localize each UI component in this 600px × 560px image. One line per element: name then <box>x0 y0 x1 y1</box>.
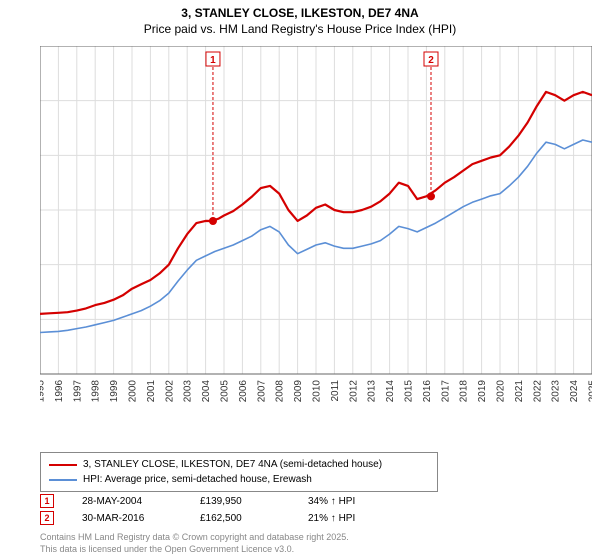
sale-row: 2 30-MAR-2016 £162,500 21% ↑ HPI <box>40 511 560 525</box>
svg-text:2023: 2023 <box>551 380 562 403</box>
svg-text:1999: 1999 <box>109 380 120 403</box>
svg-text:2006: 2006 <box>238 380 249 403</box>
title-line2: Price paid vs. HM Land Registry's House … <box>0 22 600 38</box>
legend-box: 3, STANLEY CLOSE, ILKESTON, DE7 4NA (sem… <box>40 452 438 492</box>
legend-label: 3, STANLEY CLOSE, ILKESTON, DE7 4NA (sem… <box>83 457 382 472</box>
sale-hpi: 34% ↑ HPI <box>308 496 355 507</box>
svg-text:1: 1 <box>210 55 216 66</box>
svg-text:2021: 2021 <box>514 380 525 403</box>
svg-text:2004: 2004 <box>201 380 212 403</box>
footer-line2: This data is licensed under the Open Gov… <box>40 544 349 556</box>
svg-text:2009: 2009 <box>293 380 304 403</box>
svg-text:2022: 2022 <box>532 380 543 403</box>
svg-text:2019: 2019 <box>477 380 488 403</box>
svg-text:1997: 1997 <box>72 380 83 403</box>
legend-row: HPI: Average price, semi-detached house,… <box>49 472 429 487</box>
svg-text:2016: 2016 <box>422 380 433 403</box>
legend-swatch <box>49 464 77 466</box>
sale-marker: 2 <box>40 511 54 525</box>
svg-text:2014: 2014 <box>385 380 396 403</box>
legend-row: 3, STANLEY CLOSE, ILKESTON, DE7 4NA (sem… <box>49 457 429 472</box>
svg-text:2012: 2012 <box>348 380 359 403</box>
sale-date: 30-MAR-2016 <box>82 513 172 524</box>
legend-swatch <box>49 479 77 481</box>
sale-marker: 1 <box>40 494 54 508</box>
svg-text:2002: 2002 <box>164 380 175 403</box>
svg-text:2011: 2011 <box>330 380 341 402</box>
footer-note: Contains HM Land Registry data © Crown c… <box>40 532 349 555</box>
legend-label: HPI: Average price, semi-detached house,… <box>83 472 312 487</box>
svg-text:2020: 2020 <box>496 380 507 403</box>
svg-text:2013: 2013 <box>367 380 378 403</box>
svg-text:2008: 2008 <box>275 380 286 403</box>
chart-title-block: 3, STANLEY CLOSE, ILKESTON, DE7 4NA Pric… <box>0 0 600 37</box>
sale-date: 28-MAY-2004 <box>82 496 172 507</box>
sale-hpi: 21% ↑ HPI <box>308 513 355 524</box>
svg-text:2017: 2017 <box>440 380 451 403</box>
sale-price: £162,500 <box>200 513 280 524</box>
svg-text:1996: 1996 <box>54 380 65 403</box>
svg-text:2: 2 <box>428 55 434 66</box>
price-chart: £0£50K£100K£150K£200K£250K£300K199519961… <box>40 46 592 416</box>
sale-row: 1 28-MAY-2004 £139,950 34% ↑ HPI <box>40 494 560 508</box>
svg-text:2018: 2018 <box>459 380 470 403</box>
svg-text:1998: 1998 <box>91 380 102 403</box>
title-line1: 3, STANLEY CLOSE, ILKESTON, DE7 4NA <box>0 6 600 22</box>
sale-price: £139,950 <box>200 496 280 507</box>
svg-text:2007: 2007 <box>256 380 267 403</box>
sale-points-list: 1 28-MAY-2004 £139,950 34% ↑ HPI 2 30-MAR-201… <box>40 494 560 528</box>
svg-text:2003: 2003 <box>183 380 194 403</box>
svg-text:2000: 2000 <box>128 380 139 403</box>
svg-text:2015: 2015 <box>404 380 415 403</box>
svg-text:2024: 2024 <box>569 380 580 403</box>
svg-text:2005: 2005 <box>220 380 231 403</box>
svg-text:2010: 2010 <box>312 380 323 403</box>
svg-text:2025: 2025 <box>588 380 593 403</box>
svg-text:2001: 2001 <box>146 380 157 403</box>
svg-text:1995: 1995 <box>40 380 47 403</box>
footer-line1: Contains HM Land Registry data © Crown c… <box>40 532 349 544</box>
